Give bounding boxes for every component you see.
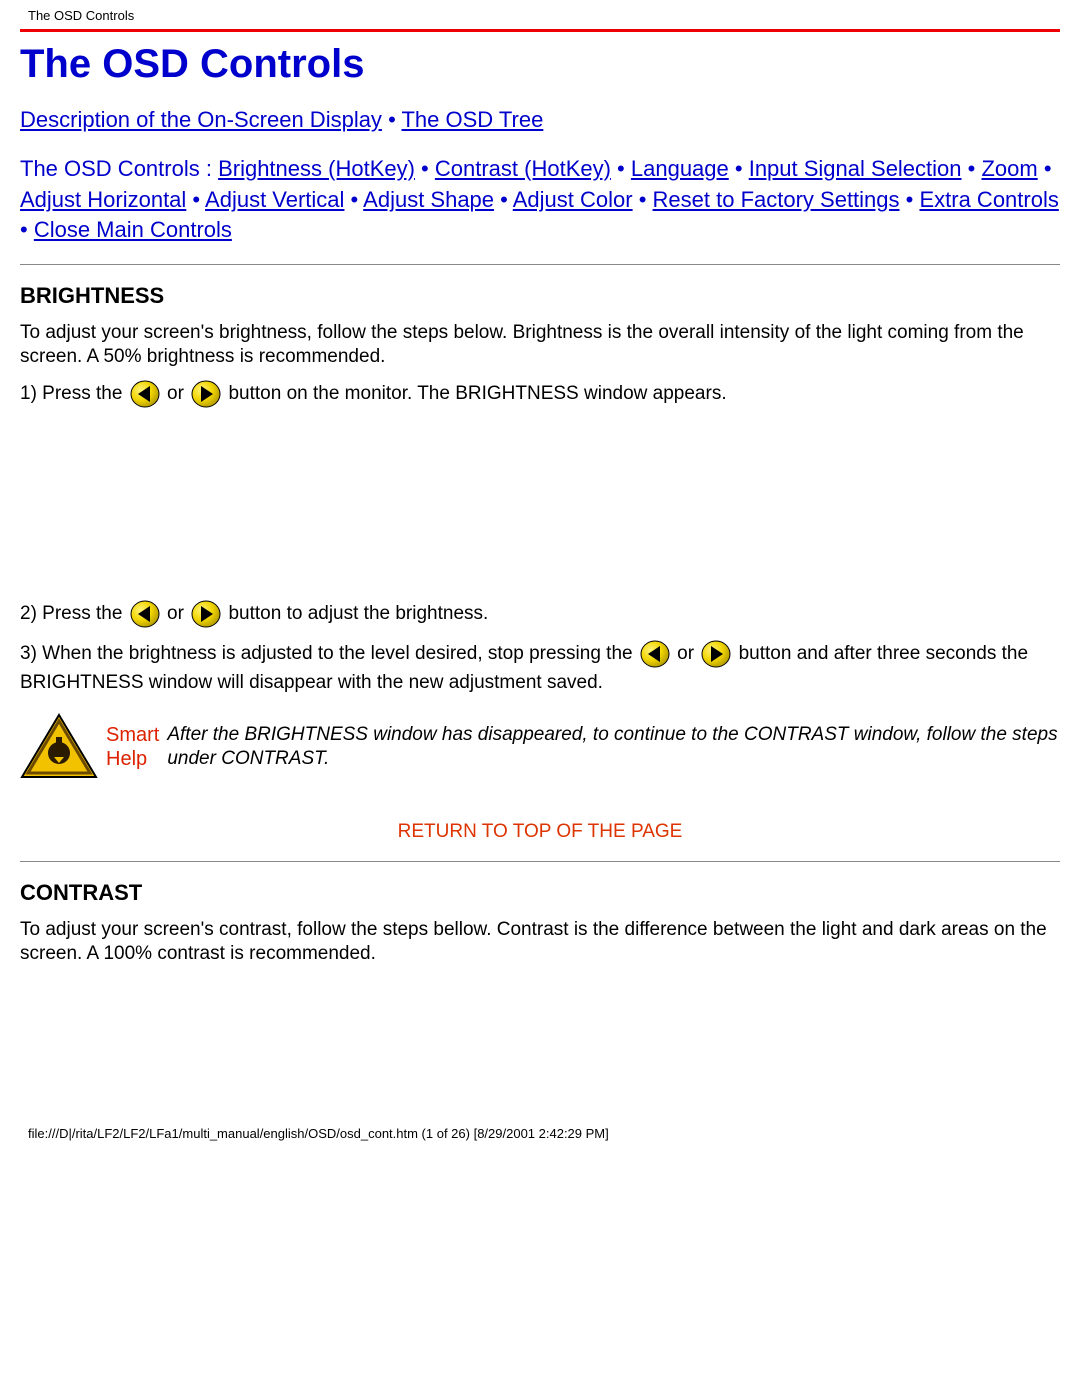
link-adjust-shape[interactable]: Adjust Shape <box>363 187 494 212</box>
smart-label-line1: Smart <box>106 724 159 746</box>
contrast-intro: To adjust your screen's contrast, follow… <box>20 918 1060 966</box>
step3-text-a: 3) When the brightness is adjusted to th… <box>20 643 638 664</box>
nav-block-1: Description of the On-Screen Display • T… <box>20 105 1060 136</box>
divider-1 <box>20 264 1060 265</box>
link-input-signal[interactable]: Input Signal Selection <box>749 156 962 181</box>
link-zoom[interactable]: Zoom <box>981 156 1037 181</box>
smart-label-line2: Help <box>106 747 159 771</box>
brightness-step-2: 2) Press the or button to adjust the bri… <box>20 599 1060 629</box>
link-adjust-horizontal[interactable]: Adjust Horizontal <box>20 187 186 212</box>
brightness-heading: BRIGHTNESS <box>20 283 1060 309</box>
nav-block-2: The OSD Controls : Brightness (HotKey) •… <box>20 154 1060 246</box>
smart-help-block: Smart Help After the BRIGHTNESS window h… <box>20 713 1060 781</box>
brightness-step-3: 3) When the brightness is adjusted to th… <box>20 639 1060 698</box>
brightness-intro: To adjust your screen's brightness, foll… <box>20 321 1060 369</box>
step2-text-b: or <box>167 603 189 624</box>
link-close-main[interactable]: Close Main Controls <box>34 217 232 242</box>
brightness-step-1: 1) Press the or button on the monitor. T… <box>20 379 1060 409</box>
nav2-prefix: The OSD Controls : <box>20 156 218 181</box>
step2-text-c: button to adjust the brightness. <box>228 603 488 624</box>
right-arrow-icon <box>191 599 221 629</box>
smart-help-label: Smart Help <box>106 723 159 771</box>
left-arrow-icon <box>130 599 160 629</box>
contrast-heading: CONTRAST <box>20 880 1060 906</box>
link-extra-controls[interactable]: Extra Controls <box>919 187 1058 212</box>
smart-help-text: After the BRIGHTNESS window has disappea… <box>167 723 1060 772</box>
link-osd-tree[interactable]: The OSD Tree <box>401 107 543 132</box>
step1-text-b: or <box>167 383 189 404</box>
step1-text-c: button on the monitor. The BRIGHTNESS wi… <box>228 383 726 404</box>
left-arrow-icon <box>640 639 670 669</box>
top-rule <box>20 29 1060 32</box>
link-language[interactable]: Language <box>631 156 729 181</box>
footer-path: file:///D|/rita/LF2/LF2/LFa1/multi_manua… <box>20 1116 1060 1151</box>
return-top-link[interactable]: RETURN TO TOP OF THE PAGE <box>398 821 683 842</box>
link-reset-factory[interactable]: Reset to Factory Settings <box>653 187 900 212</box>
step3-text-b: or <box>677 643 699 664</box>
image-placeholder-gap <box>20 419 1060 589</box>
bullet-sep: • <box>388 107 401 132</box>
right-arrow-icon <box>701 639 731 669</box>
right-arrow-icon <box>191 379 221 409</box>
link-contrast-hotkey[interactable]: Contrast (HotKey) <box>435 156 611 181</box>
left-arrow-icon <box>130 379 160 409</box>
link-adjust-vertical[interactable]: Adjust Vertical <box>205 187 344 212</box>
link-brightness-hotkey[interactable]: Brightness (HotKey) <box>218 156 415 181</box>
warning-icon <box>20 713 98 781</box>
return-top-block: RETURN TO TOP OF THE PAGE <box>20 821 1060 843</box>
header-path: The OSD Controls <box>20 0 1060 29</box>
step1-text-a: 1) Press the <box>20 383 128 404</box>
step2-text-a: 2) Press the <box>20 603 128 624</box>
link-adjust-color[interactable]: Adjust Color <box>513 187 633 212</box>
divider-2 <box>20 861 1060 862</box>
page-title: The OSD Controls <box>20 42 1060 87</box>
link-description-osd[interactable]: Description of the On-Screen Display <box>20 107 382 132</box>
